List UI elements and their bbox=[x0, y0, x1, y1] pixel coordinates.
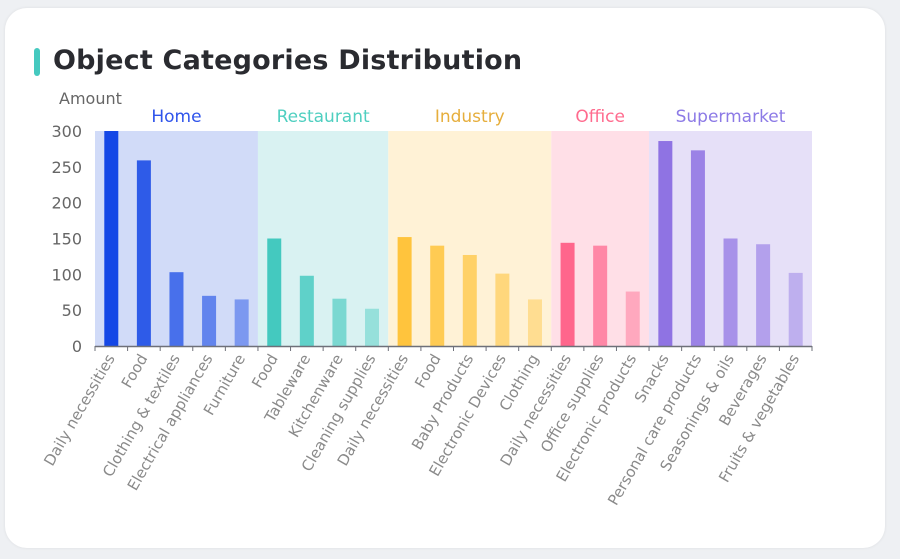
bar bbox=[299, 275, 314, 346]
bar bbox=[788, 272, 803, 346]
y-tick-label: 150 bbox=[51, 230, 82, 249]
bar bbox=[756, 244, 771, 346]
y-tick-label: 0 bbox=[72, 337, 82, 356]
x-tick-label: Food bbox=[411, 351, 445, 391]
bar bbox=[104, 131, 119, 346]
bar bbox=[136, 160, 151, 346]
x-tick-label: Food bbox=[248, 351, 282, 391]
bar bbox=[560, 242, 575, 346]
group-label: Home bbox=[151, 107, 201, 127]
bar bbox=[690, 150, 705, 346]
chart-title: Object Categories Distribution bbox=[53, 45, 523, 76]
y-tick-label: 50 bbox=[62, 301, 82, 320]
y-axis-label: Amount bbox=[59, 89, 122, 108]
group-label: Restaurant bbox=[277, 107, 370, 127]
bar bbox=[495, 273, 510, 346]
y-tick-label: 250 bbox=[51, 158, 82, 177]
bar bbox=[625, 291, 640, 346]
bar bbox=[365, 308, 380, 346]
y-tick-label: 100 bbox=[51, 265, 82, 284]
y-tick-label: 200 bbox=[51, 194, 82, 213]
x-tick-label: Food bbox=[118, 351, 152, 391]
group-label: Office bbox=[575, 107, 625, 127]
bar bbox=[658, 141, 673, 346]
group-label: Industry bbox=[435, 107, 505, 127]
bar bbox=[397, 237, 412, 346]
group-label: Supermarket bbox=[676, 107, 786, 127]
bar bbox=[234, 299, 249, 346]
bar bbox=[169, 272, 184, 346]
bar bbox=[202, 295, 217, 346]
bar bbox=[723, 238, 738, 346]
bar bbox=[527, 299, 542, 346]
bar bbox=[332, 298, 347, 346]
y-tick-label: 300 bbox=[51, 122, 82, 141]
bar bbox=[430, 245, 445, 346]
bar bbox=[462, 254, 477, 346]
x-tick-label: Daily necessities bbox=[40, 351, 119, 469]
bar bbox=[593, 245, 608, 346]
bar bbox=[267, 238, 282, 346]
title-accent-bar bbox=[34, 48, 40, 76]
